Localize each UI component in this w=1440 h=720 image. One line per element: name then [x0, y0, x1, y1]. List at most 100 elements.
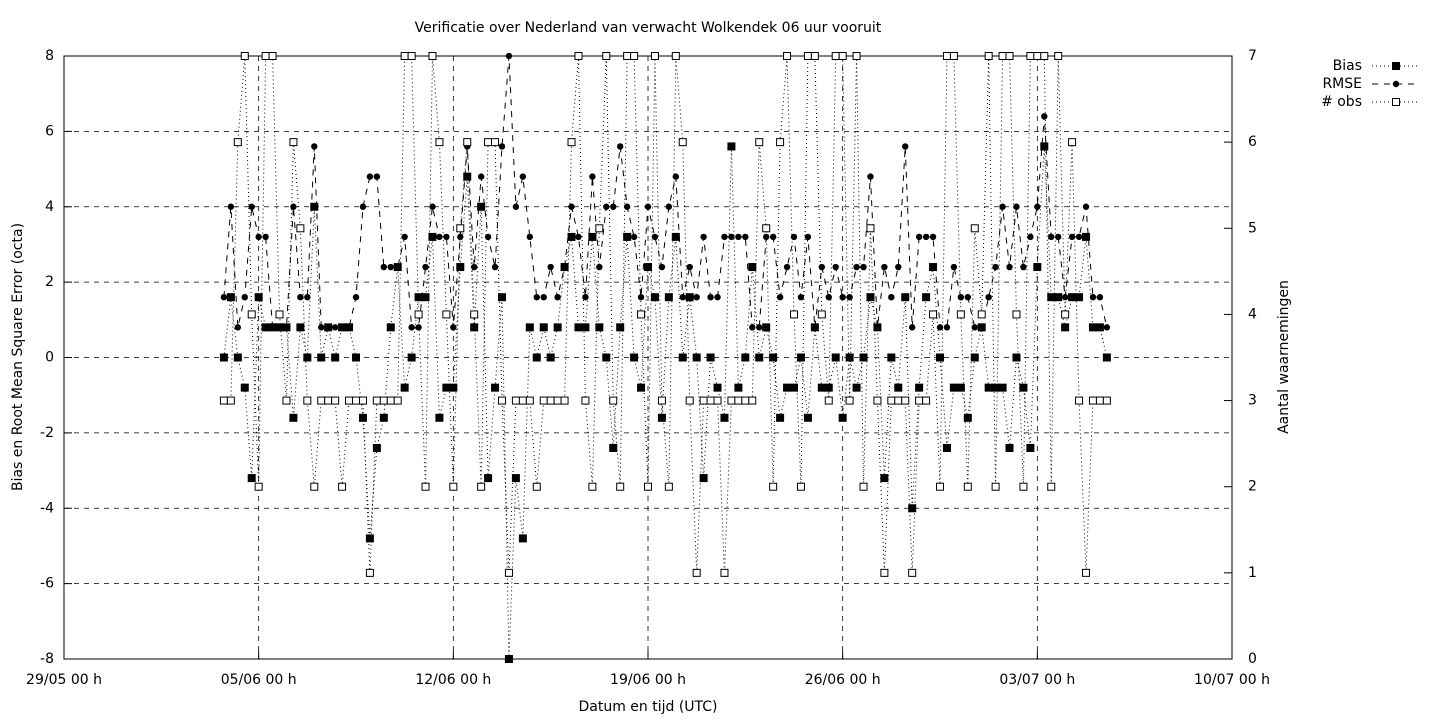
data-point: [749, 324, 756, 331]
data-point: [345, 324, 353, 331]
data-point: [762, 224, 771, 233]
data-point: [1075, 293, 1084, 302]
data-point: [832, 263, 839, 271]
data-point: [1082, 568, 1090, 577]
data-point: [504, 655, 513, 663]
data-point: [589, 173, 596, 180]
data-point: [748, 396, 757, 405]
data-point: [1054, 233, 1062, 241]
data-point: [783, 383, 792, 392]
y-tick-label: 2: [45, 274, 54, 290]
data-point: [790, 310, 798, 319]
data-point: [998, 52, 1007, 60]
data-point: [303, 353, 312, 362]
data-point: [379, 396, 388, 405]
data-point: [776, 138, 785, 147]
data-point: [429, 203, 436, 210]
data-point: [331, 353, 340, 362]
data-point: [665, 203, 673, 210]
data-point: [227, 203, 235, 210]
data-point: [679, 294, 686, 301]
legend-label: # obs: [1321, 94, 1362, 110]
data-point: [603, 203, 610, 210]
data-point: [769, 233, 777, 241]
data-point: [275, 310, 284, 319]
data-point: [365, 568, 374, 577]
data-point: [498, 396, 506, 405]
data-point: [463, 138, 472, 147]
data-point: [1006, 263, 1013, 271]
data-point: [637, 383, 646, 392]
data-point: [942, 52, 951, 60]
data-point: [1005, 443, 1014, 452]
data-point: [331, 324, 339, 331]
data-point: [776, 294, 784, 301]
data-point: [358, 396, 367, 405]
data-point: [581, 323, 590, 332]
data-point: [866, 224, 875, 233]
data-point: [1075, 233, 1083, 241]
data-point: [289, 413, 298, 422]
data-point: [219, 353, 228, 362]
data-point: [1054, 52, 1063, 60]
data-point: [582, 294, 589, 301]
data-point: [783, 52, 792, 60]
data-point: [810, 52, 819, 60]
data-point: [602, 52, 611, 60]
data-point: [1061, 294, 1069, 301]
data-point: [846, 294, 853, 301]
y2-tick-label: 1: [1248, 565, 1257, 581]
data-point: [296, 224, 305, 233]
data-point: [304, 294, 311, 301]
data-point: [318, 324, 325, 331]
data-point: [435, 413, 444, 422]
data-point: [803, 52, 812, 60]
data-point: [616, 482, 625, 491]
data-point: [518, 396, 527, 405]
data-point: [248, 203, 255, 210]
data-point: [1033, 52, 1042, 60]
data-point: [1047, 482, 1056, 491]
data-point: [971, 324, 978, 331]
data-point: [609, 443, 618, 452]
y2-tick-label: 0: [1248, 651, 1257, 667]
data-point: [511, 474, 520, 483]
data-point: [915, 396, 924, 405]
data-point: [491, 263, 499, 271]
data-point: [720, 413, 729, 422]
data-point: [484, 474, 493, 483]
data-point: [602, 353, 611, 362]
data-point: [1026, 52, 1035, 60]
data-point: [526, 233, 534, 241]
data-point: [630, 52, 639, 60]
data-point: [407, 353, 416, 362]
data-point: [574, 323, 583, 332]
y-tick-label: -6: [40, 576, 54, 592]
data-point: [596, 263, 603, 271]
data-point: [1026, 443, 1035, 452]
data-point: [650, 293, 659, 302]
data-point: [511, 396, 520, 405]
data-point: [803, 413, 812, 422]
data-point: [721, 233, 728, 241]
data-point: [936, 353, 944, 362]
data-point: [623, 203, 631, 210]
data-point: [991, 383, 1000, 392]
data-point: [671, 232, 680, 241]
data-point: [678, 353, 687, 362]
x-tick-label: 05/06 00 h: [221, 672, 297, 688]
data-point: [860, 263, 867, 271]
data-point: [470, 323, 479, 332]
data-point: [539, 396, 548, 405]
data-point: [678, 138, 687, 147]
data-point: [450, 324, 457, 331]
data-point: [853, 263, 860, 271]
x-tick-label: 03/07 00 h: [999, 672, 1075, 688]
data-point: [379, 413, 388, 422]
data-point: [575, 233, 582, 241]
data-point: [324, 396, 333, 405]
data-point: [693, 294, 700, 301]
data-point: [963, 482, 972, 491]
data-point: [783, 263, 791, 271]
data-point: [345, 396, 354, 405]
